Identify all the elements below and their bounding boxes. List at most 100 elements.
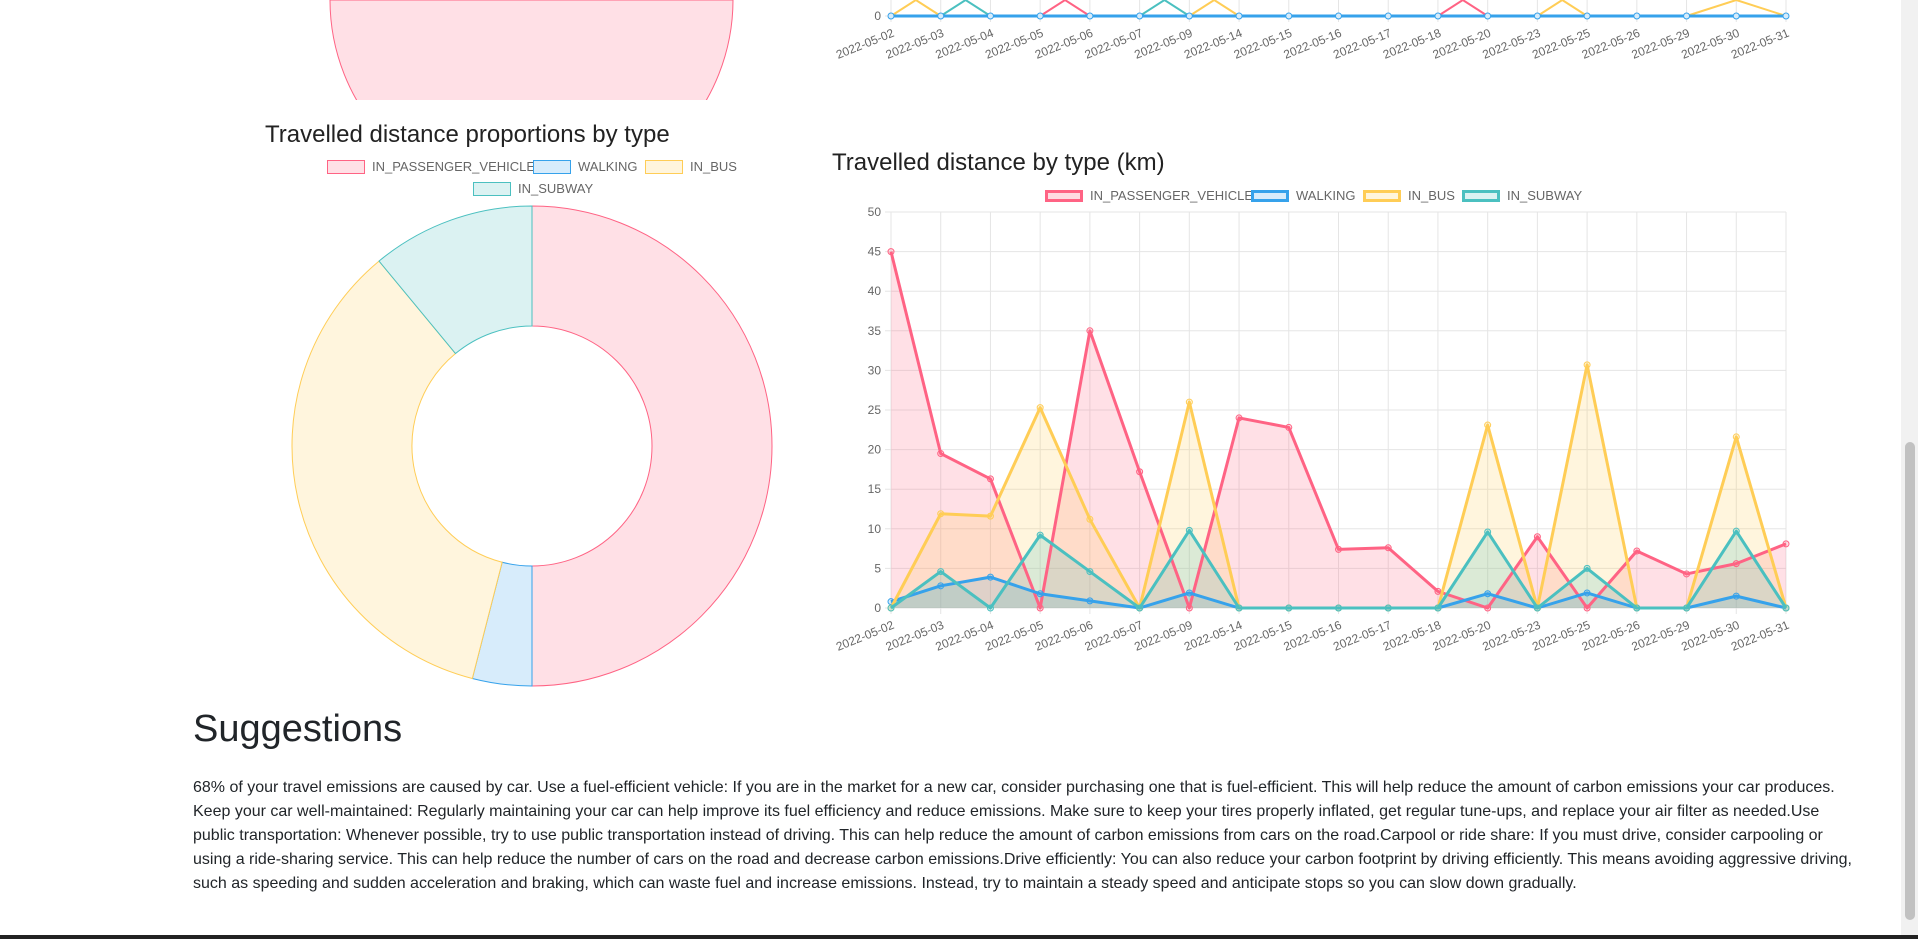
point-vehicle: [1583, 604, 1591, 612]
top-point: [1782, 12, 1790, 20]
point-bus: [986, 512, 994, 520]
doughnut-legend-vehicle[interactable]: IN_PASSENGER_VEHICLE: [327, 159, 535, 174]
top-point: [1086, 12, 1094, 20]
point-vehicle: [1086, 327, 1094, 335]
point-vehicle: [986, 475, 994, 483]
y-tick-label: 30: [868, 363, 882, 377]
point-bus: [1086, 515, 1094, 523]
line-legend-vehicle-label: IN_PASSENGER_VEHICLE: [1090, 188, 1254, 203]
line-chart-title: Travelled distance by type (km): [832, 149, 1165, 176]
point-bus: [1185, 398, 1193, 406]
y-tick-label: 10: [868, 522, 882, 536]
bus-swatch: [1363, 189, 1401, 202]
point-walking: [937, 582, 945, 590]
y-tick-label: 35: [868, 324, 882, 338]
point-vehicle: [1434, 587, 1442, 595]
doughnut-legend-bus-label: IN_BUS: [690, 159, 737, 174]
point-vehicle: [1533, 533, 1541, 541]
point-subway: [986, 604, 994, 612]
top-point: [1384, 12, 1392, 20]
line-legend-walking[interactable]: WALKING: [1251, 188, 1355, 203]
point-walking: [1086, 597, 1094, 605]
point-walking: [1185, 589, 1193, 597]
top-y-tick-label: 0: [874, 9, 881, 23]
top-line-fragment: [1039, 0, 1091, 17]
point-vehicle: [1285, 423, 1293, 431]
y-tick-label: 45: [868, 245, 882, 259]
line-legend-bus[interactable]: IN_BUS: [1363, 188, 1455, 203]
point-vehicle: [1732, 560, 1740, 568]
top-line-fragment: [1188, 0, 1240, 17]
top-doughnut-partial: [329, 0, 734, 100]
point-walking: [1732, 592, 1740, 600]
subway-swatch: [473, 181, 511, 196]
top-point: [1732, 12, 1740, 20]
top-point: [1235, 12, 1243, 20]
doughnut-chart: [291, 205, 773, 687]
point-subway: [1484, 528, 1492, 536]
doughnut-legend-subway[interactable]: IN_SUBWAY: [473, 181, 593, 196]
top-doughnut-vehicle-segment: [329, 0, 734, 100]
top-point: [1036, 12, 1044, 20]
point-subway: [1583, 564, 1591, 572]
doughnut-legend-walking[interactable]: WALKING: [533, 159, 637, 174]
point-vehicle: [887, 248, 895, 256]
point-subway: [1036, 531, 1044, 539]
top-point: [1185, 12, 1193, 20]
point-vehicle: [937, 450, 945, 458]
line-legend-walking-label: WALKING: [1296, 188, 1356, 203]
line-legend-vehicle[interactable]: IN_PASSENGER_VEHICLE: [1045, 188, 1253, 203]
suggestions-heading: Suggestions: [193, 708, 403, 750]
top-x-tick-label: 2022-05-31: [1729, 26, 1791, 62]
top-line-chart-partial: 02022-05-022022-05-032022-05-042022-05-0…: [834, 0, 1791, 62]
point-subway: [1285, 604, 1293, 612]
top-line-fragment: [1536, 0, 1588, 17]
bus-swatch: [645, 159, 683, 174]
point-vehicle: [1185, 604, 1193, 612]
y-tick-label: 25: [868, 403, 882, 417]
top-line-fragment: [1437, 0, 1489, 17]
top-point: [1583, 12, 1591, 20]
point-subway: [937, 568, 945, 576]
point-subway: [1235, 604, 1243, 612]
y-tick-label: 0: [874, 601, 881, 615]
line-vehicle: [889, 251, 1787, 610]
doughnut-legend-vehicle-label: IN_PASSENGER_VEHICLE: [372, 159, 536, 174]
point-subway: [1683, 604, 1691, 612]
doughnut-legend-bus[interactable]: IN_BUS: [645, 159, 737, 174]
page-scrollbar[interactable]: [1901, 0, 1918, 939]
top-point: [887, 12, 895, 20]
y-tick-label: 50: [868, 205, 882, 219]
top-point: [1633, 12, 1641, 20]
doughnut-slice-bus: [291, 260, 503, 680]
point-vehicle: [1782, 540, 1790, 548]
y-tick-label: 5: [874, 561, 881, 575]
scrollbar-thumb[interactable]: [1905, 442, 1915, 920]
point-bus: [1484, 421, 1492, 429]
bottom-border: [0, 935, 1918, 939]
top-point: [1285, 12, 1293, 20]
line-legend-subway[interactable]: IN_SUBWAY: [1462, 188, 1582, 203]
top-point: [1683, 12, 1691, 20]
point-subway: [1633, 604, 1641, 612]
point-vehicle: [1484, 604, 1492, 612]
point-vehicle: [1235, 414, 1243, 422]
point-subway: [887, 604, 895, 612]
suggestions-text: 68% of your travel emissions are caused …: [193, 779, 1852, 892]
y-tick-label: 40: [868, 284, 882, 298]
point-walking: [1583, 589, 1591, 597]
doughnut-slice-vehicle: [531, 205, 773, 687]
point-subway: [1136, 604, 1144, 612]
top-point: [1335, 12, 1342, 20]
top-point: [1533, 12, 1541, 20]
doughnut-legend-walking-label: WALKING: [578, 159, 638, 174]
point-walking: [1484, 590, 1492, 598]
point-subway: [1434, 604, 1442, 612]
x-tick-label: 2022-05-31: [1729, 618, 1791, 654]
area-bus: [891, 364, 1786, 608]
walking-swatch: [1251, 189, 1289, 202]
point-bus: [1036, 404, 1044, 412]
line-chart: 051015202530354045502022-05-022022-05-03…: [834, 205, 1791, 654]
point-vehicle: [1335, 545, 1342, 553]
top-line-fragment: [890, 0, 942, 17]
